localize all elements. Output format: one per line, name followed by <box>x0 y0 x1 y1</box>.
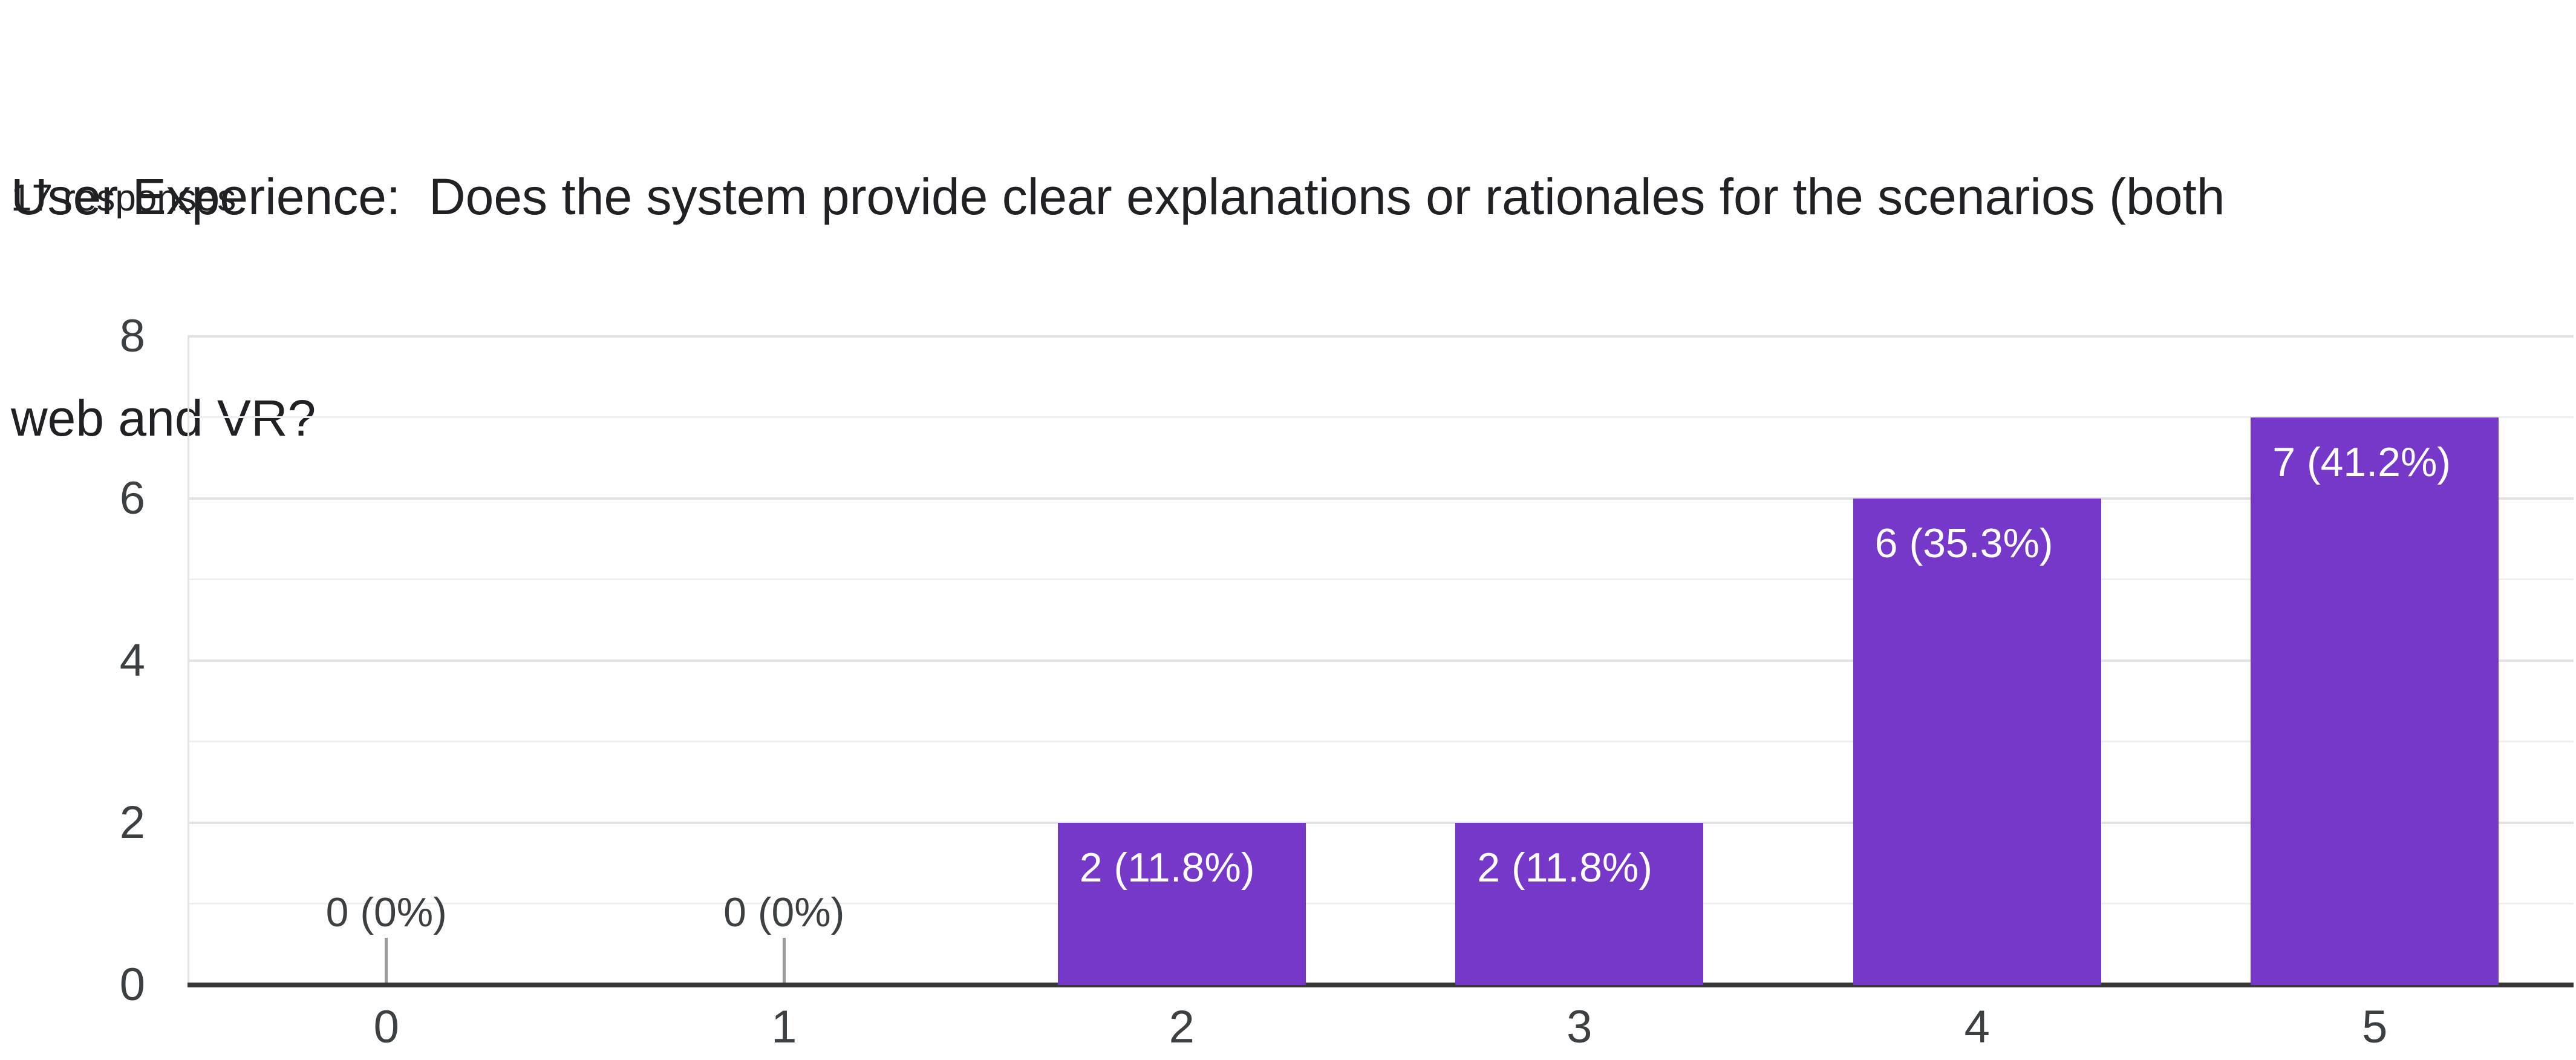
x-axis-label: 4 <box>1964 1001 1990 1053</box>
x-axis-label: 5 <box>2362 1001 2388 1053</box>
bar-value-label: 2 (11.8%) <box>1079 845 1255 891</box>
y-axis-label: 2 <box>119 797 145 848</box>
bar-value-label: 7 (41.2%) <box>2272 439 2451 485</box>
gridline <box>187 497 2574 500</box>
x-axis-baseline <box>187 983 2574 987</box>
responses-count: 17 responses <box>11 177 236 219</box>
zero-stem <box>782 938 786 983</box>
question-title-line-1: User Experience: Does the system provide… <box>11 168 2225 225</box>
zero-value-label: 0 (0%) <box>325 889 447 935</box>
gridline <box>187 659 2574 662</box>
x-axis-label: 3 <box>1567 1001 1593 1053</box>
bar[interactable]: 2 (11.8%) <box>1455 823 1704 985</box>
y-axis-label: 0 <box>119 959 145 1010</box>
y-axis-label: 8 <box>119 310 145 362</box>
y-axis-label: 4 <box>119 635 145 686</box>
bar-value-label: 2 (11.8%) <box>1477 845 1653 891</box>
bar[interactable]: 7 (41.2%) <box>2251 417 2499 985</box>
zero-value-label: 0 (0%) <box>723 889 845 935</box>
bar[interactable]: 6 (35.3%) <box>1853 499 2101 985</box>
gridline <box>187 822 2574 824</box>
x-axis-label: 2 <box>1169 1001 1195 1053</box>
gridline <box>187 335 2574 338</box>
question-title: User Experience: Does the system provide… <box>11 12 2569 603</box>
gridline <box>187 903 2574 905</box>
x-axis-label: 1 <box>771 1001 797 1053</box>
bar-value-label: 6 (35.3%) <box>1874 520 2053 566</box>
y-axis-line <box>187 336 189 985</box>
bar[interactable]: 2 (11.8%) <box>1057 823 1306 985</box>
y-axis-label: 6 <box>119 473 145 524</box>
gridline <box>187 578 2574 580</box>
gridline <box>187 741 2574 742</box>
x-axis-label: 0 <box>373 1001 399 1053</box>
gridline <box>187 416 2574 418</box>
zero-stem <box>385 938 388 983</box>
